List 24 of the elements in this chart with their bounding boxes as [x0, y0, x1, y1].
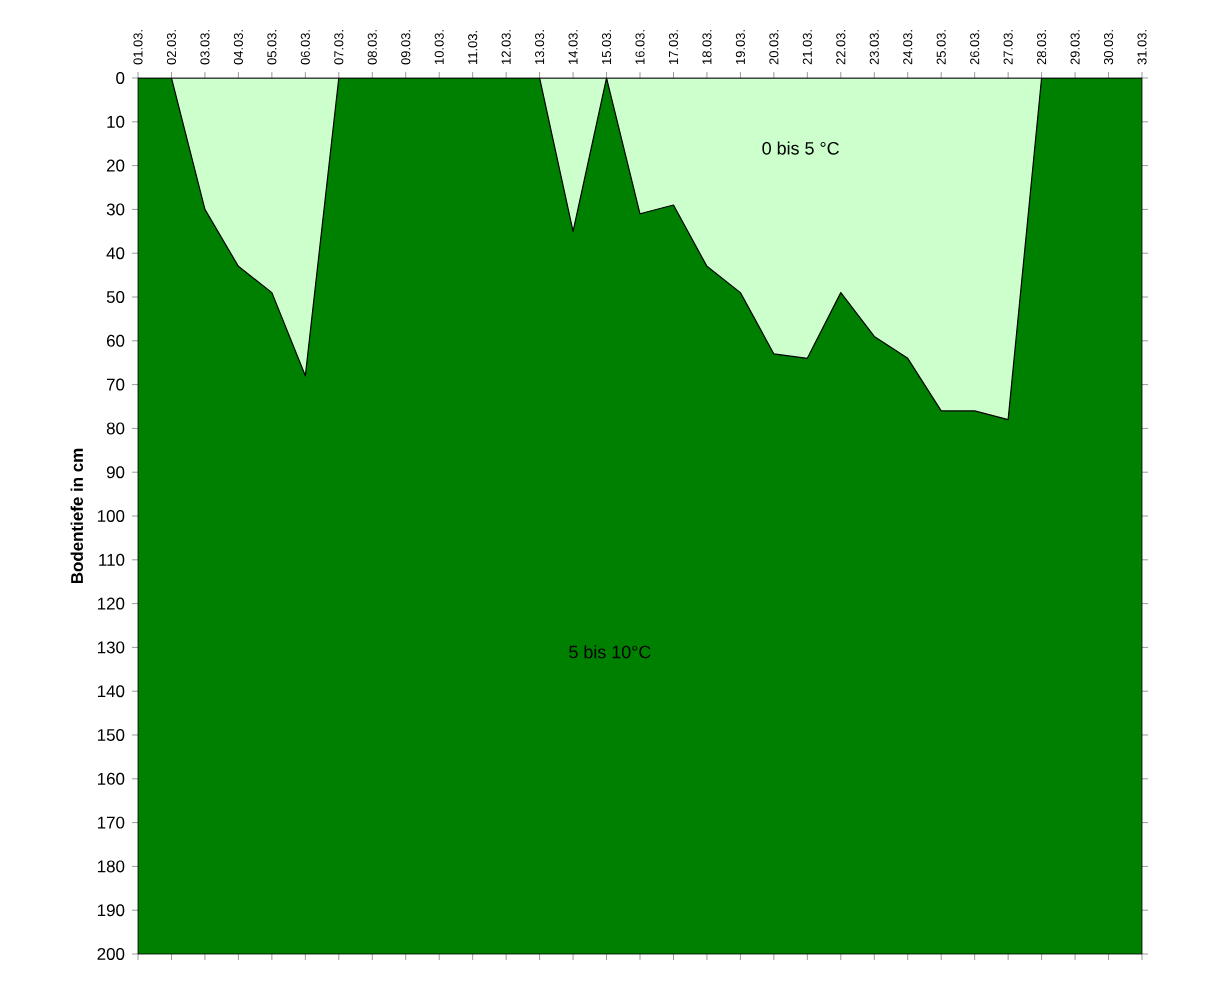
y-tick-label: 10	[107, 115, 125, 128]
y-tick-label: 110	[99, 553, 125, 566]
y-tick-label: 190	[97, 904, 125, 917]
y-tick-label: 70	[107, 378, 125, 391]
y-tick-label: 60	[107, 334, 125, 347]
y-tick-label: 160	[97, 772, 125, 785]
y-tick-label: 140	[97, 685, 125, 698]
y-tick-label: 30	[106, 203, 125, 216]
y-tick-label: 100	[97, 510, 125, 522]
y-tick-label: 130	[97, 641, 125, 654]
y-tick-label: 120	[97, 597, 125, 610]
y-tick-label: 170	[97, 816, 125, 829]
y-tick-label: 90	[106, 466, 125, 479]
y-tick-label: 80	[106, 422, 125, 435]
y-axis-title: Bodentiefe in cm	[70, 448, 84, 584]
y-tick-label: 40	[106, 247, 125, 260]
y-tick-label: 20	[106, 159, 125, 172]
series-label: 0 bis 5 °C	[762, 141, 839, 155]
y-tick-label: 180	[97, 860, 125, 873]
y-tick-label: 150	[97, 729, 125, 741]
y-tick-label: 200	[97, 948, 125, 960]
y-tick-label: 50	[106, 291, 125, 303]
band-label: 5 bis 10°C	[569, 645, 651, 659]
y-tick-label: 0	[116, 72, 125, 84]
